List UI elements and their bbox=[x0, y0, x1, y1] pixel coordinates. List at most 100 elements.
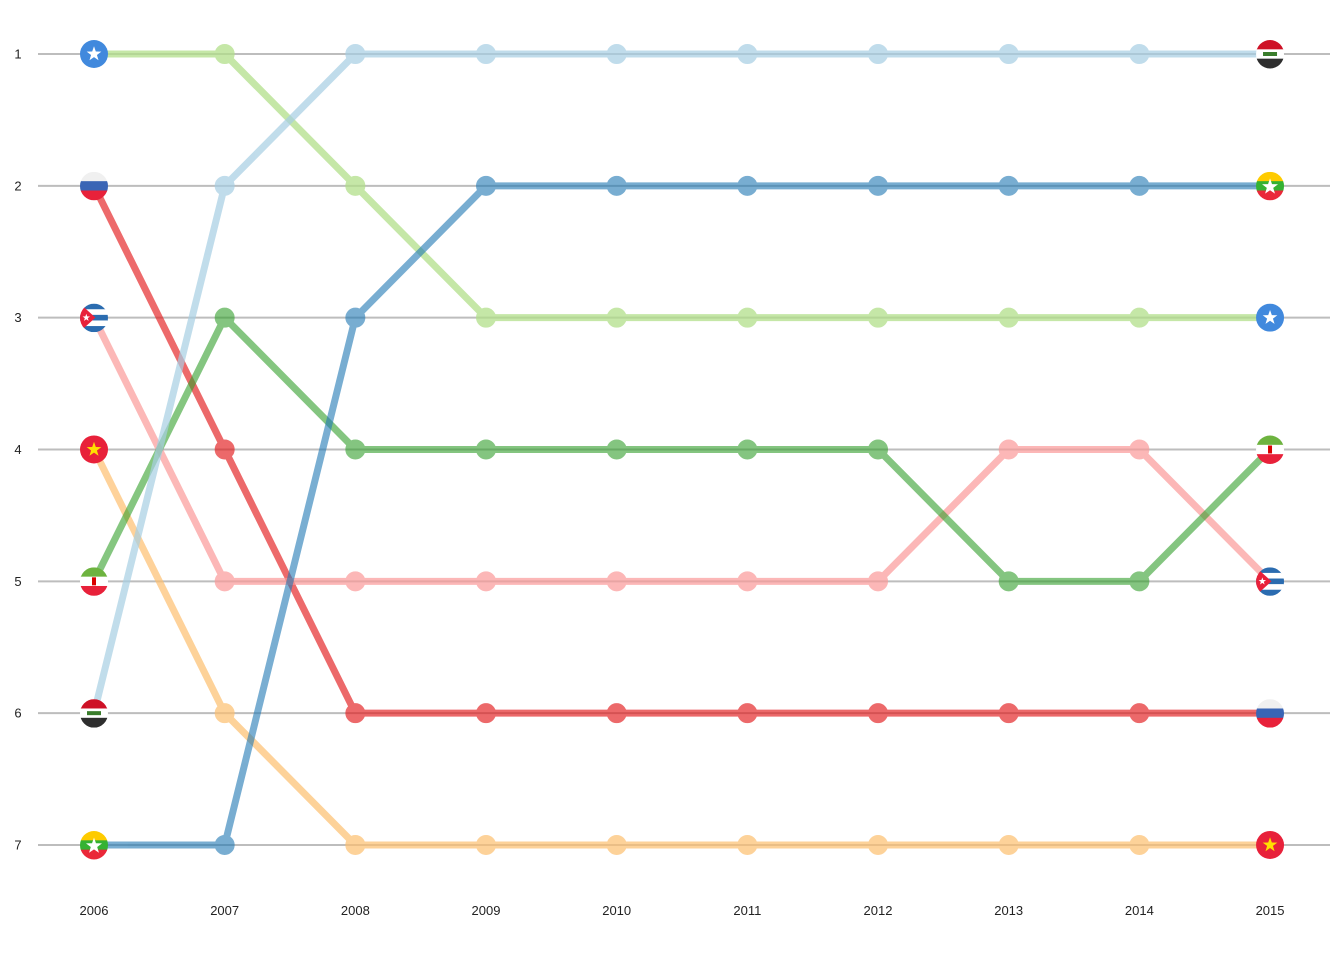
x-tick-labels: 2006 2007 2008 2009 2010 2011 2012 2013 2014 2015 bbox=[80, 903, 1285, 918]
x-tick-label: 2007 bbox=[210, 903, 239, 918]
data-point-core bbox=[1134, 49, 1144, 59]
data-point-core bbox=[1004, 840, 1014, 850]
x-tick-label: 2006 bbox=[80, 903, 109, 918]
russia-flag-icon bbox=[1256, 699, 1285, 728]
data-point-core bbox=[612, 708, 622, 718]
data-point-core bbox=[742, 313, 752, 323]
data-point-core bbox=[220, 708, 230, 718]
data-point-core bbox=[742, 840, 752, 850]
y-tick-labels: 1 2 3 4 5 6 7 bbox=[14, 47, 21, 853]
data-point-core bbox=[1134, 576, 1144, 586]
data-point-core bbox=[481, 840, 491, 850]
data-point-core bbox=[742, 181, 752, 191]
data-point-core bbox=[1134, 840, 1144, 850]
data-point-core bbox=[350, 840, 360, 850]
iraq-flag-icon bbox=[80, 699, 108, 728]
data-point-core bbox=[350, 576, 360, 586]
data-point-core bbox=[612, 840, 622, 850]
data-point-core bbox=[1004, 313, 1014, 323]
myanmar-flag-icon bbox=[1256, 171, 1285, 201]
series-4 bbox=[90, 307, 1274, 592]
y-tick-label: 3 bbox=[14, 310, 21, 325]
data-point-core bbox=[350, 444, 360, 454]
x-tick-label: 2009 bbox=[472, 903, 501, 918]
y-tick-label: 7 bbox=[14, 837, 21, 852]
data-point-core bbox=[481, 444, 491, 454]
series-line bbox=[90, 50, 1274, 717]
data-point-core bbox=[481, 313, 491, 323]
data-point-core bbox=[1004, 49, 1014, 59]
iran-flag-icon bbox=[1256, 435, 1285, 464]
data-point-core bbox=[350, 708, 360, 718]
data-point-core bbox=[220, 576, 230, 586]
flag-markers bbox=[80, 40, 1285, 860]
data-point-core bbox=[481, 49, 491, 59]
data-point-core bbox=[1004, 576, 1014, 586]
series-line bbox=[90, 314, 1274, 585]
data-point-core bbox=[873, 444, 883, 454]
data-point-core bbox=[612, 49, 622, 59]
data-point-core bbox=[742, 576, 752, 586]
series-6 bbox=[90, 175, 1274, 855]
y-tick-label: 4 bbox=[14, 442, 21, 457]
series-5 bbox=[90, 44, 1274, 717]
y-tick-label: 5 bbox=[14, 574, 21, 589]
data-point-core bbox=[873, 49, 883, 59]
data-point-core bbox=[742, 49, 752, 59]
data-point-core bbox=[220, 181, 230, 191]
y-tick-label: 1 bbox=[14, 47, 21, 62]
vietnam-flag-icon bbox=[1256, 830, 1285, 859]
data-point-core bbox=[1134, 181, 1144, 191]
data-point-core bbox=[1134, 313, 1144, 323]
x-tick-label: 2015 bbox=[1256, 903, 1285, 918]
series-lines bbox=[90, 44, 1274, 855]
data-point-core bbox=[1134, 708, 1144, 718]
somalia-flag-icon bbox=[80, 40, 108, 68]
data-point-core bbox=[873, 181, 883, 191]
series-line bbox=[90, 182, 1274, 849]
data-point-core bbox=[1004, 708, 1014, 718]
cuba-flag-icon bbox=[80, 303, 108, 333]
series-line bbox=[90, 445, 1274, 849]
data-point-core bbox=[612, 313, 622, 323]
data-point-core bbox=[481, 181, 491, 191]
iraq-flag-icon bbox=[1256, 40, 1285, 69]
russia-flag-icon bbox=[80, 171, 108, 201]
data-point-core bbox=[220, 49, 230, 59]
data-point-core bbox=[350, 181, 360, 191]
vietnam-flag-icon bbox=[80, 435, 108, 464]
data-point-core bbox=[481, 576, 491, 586]
series-1 bbox=[90, 182, 1274, 724]
data-point-core bbox=[612, 181, 622, 191]
data-point-core bbox=[742, 708, 752, 718]
data-point-core bbox=[220, 444, 230, 454]
data-point-core bbox=[873, 576, 883, 586]
data-point-core bbox=[873, 313, 883, 323]
data-point-core bbox=[1134, 444, 1144, 454]
y-tick-label: 6 bbox=[14, 706, 21, 721]
data-point-core bbox=[612, 444, 622, 454]
x-tick-label: 2014 bbox=[1125, 903, 1154, 918]
data-point-core bbox=[1004, 181, 1014, 191]
somalia-flag-icon bbox=[1256, 303, 1285, 332]
series-3 bbox=[90, 445, 1274, 855]
data-point-core bbox=[742, 444, 752, 454]
data-point-core bbox=[220, 313, 230, 323]
data-point-core bbox=[220, 840, 230, 850]
myanmar-flag-icon bbox=[80, 830, 108, 860]
data-point-core bbox=[1004, 444, 1014, 454]
cuba-flag-icon bbox=[1256, 567, 1285, 596]
data-point-core bbox=[350, 49, 360, 59]
x-tick-label: 2008 bbox=[341, 903, 370, 918]
data-point-core bbox=[612, 576, 622, 586]
data-point-core bbox=[481, 708, 491, 718]
x-tick-label: 2012 bbox=[864, 903, 893, 918]
x-tick-label: 2011 bbox=[733, 903, 761, 918]
x-tick-label: 2010 bbox=[602, 903, 631, 918]
y-tick-label: 2 bbox=[14, 178, 21, 193]
data-point-core bbox=[873, 840, 883, 850]
data-point-core bbox=[873, 708, 883, 718]
x-tick-label: 2013 bbox=[994, 903, 1023, 918]
data-point-core bbox=[350, 313, 360, 323]
